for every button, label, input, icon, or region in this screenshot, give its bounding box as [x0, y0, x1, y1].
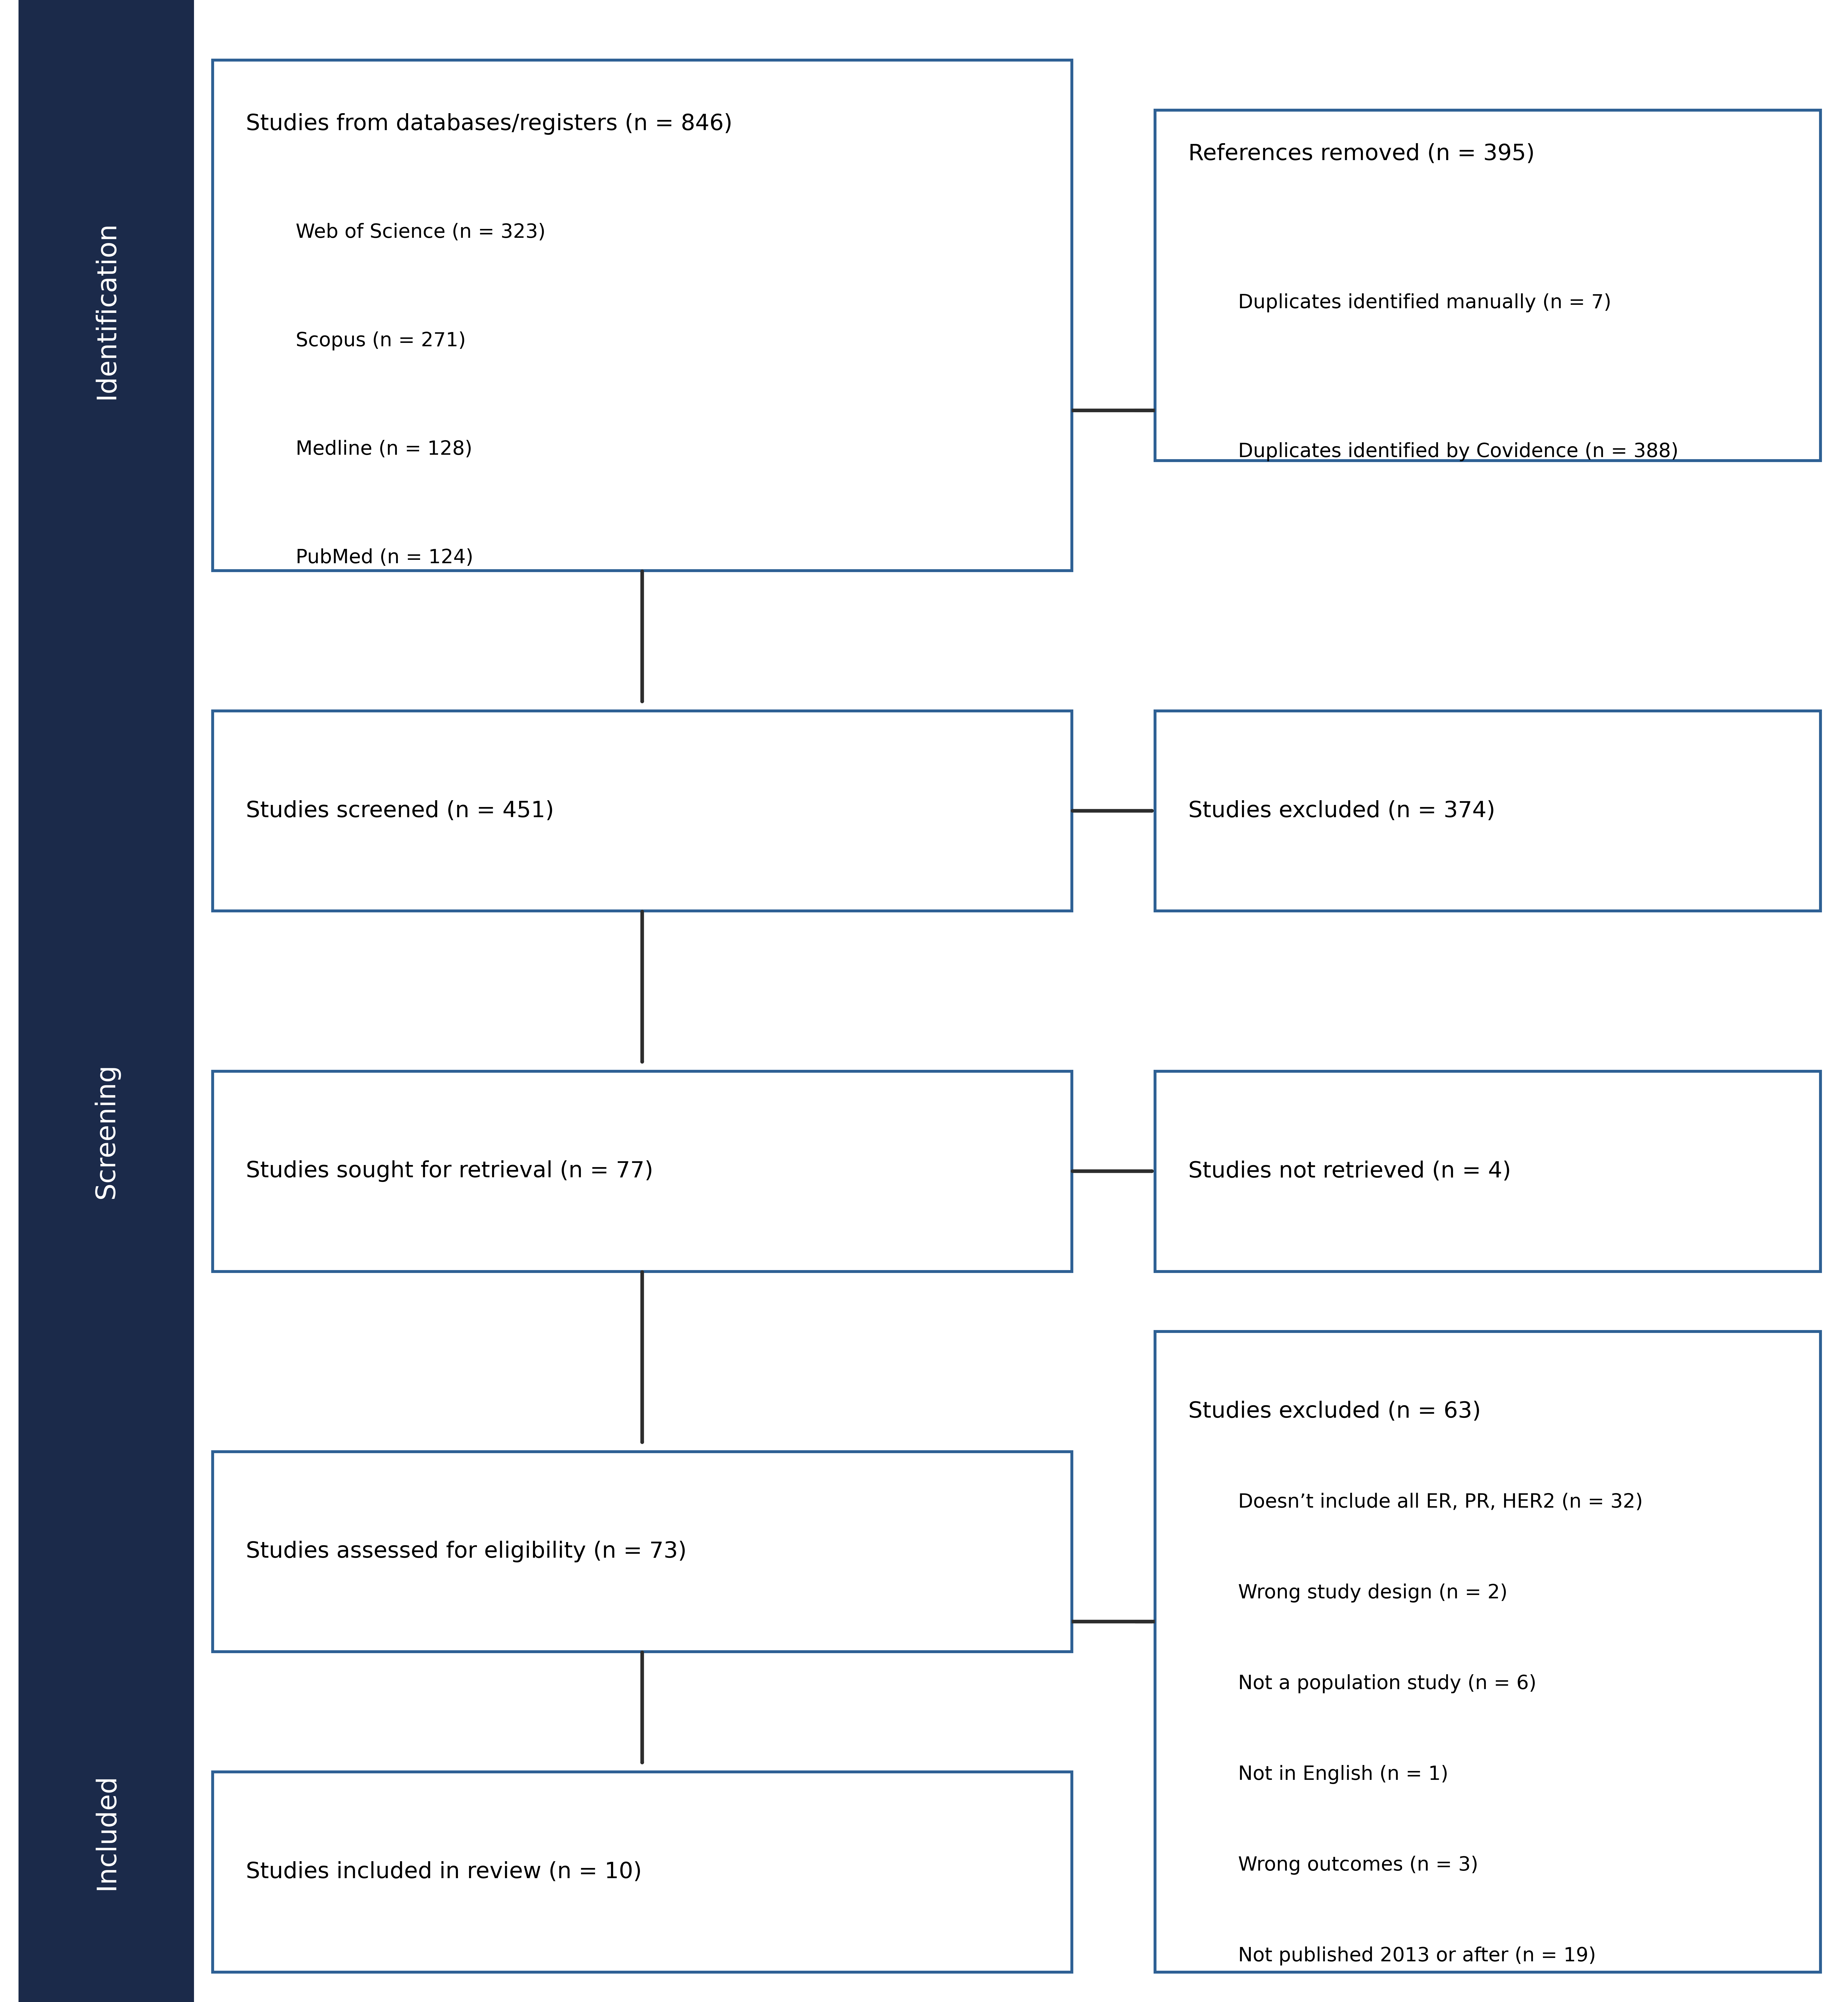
Bar	[213, 1451, 1072, 1652]
Text: Studies excluded (n = 63): Studies excluded (n = 63)	[1188, 1401, 1480, 1421]
Text: Doesn’t include all ER, PR, HER2 (n = 32): Doesn’t include all ER, PR, HER2 (n = 32…	[1238, 1493, 1643, 1512]
Text: Duplicates identified by Covidence (n = 388): Duplicates identified by Covidence (n = …	[1238, 442, 1678, 460]
Text: Studies not retrieved (n = 4): Studies not retrieved (n = 4)	[1188, 1161, 1512, 1181]
Text: Not a population study (n = 6): Not a population study (n = 6)	[1238, 1674, 1536, 1694]
Bar	[1155, 1331, 1820, 1972]
Text: Studies assessed for eligibility (n = 73): Studies assessed for eligibility (n = 73…	[246, 1542, 687, 1562]
Bar	[1155, 1071, 1820, 1271]
Text: Included: Included	[92, 1774, 120, 1890]
Text: Studies sought for retrieval (n = 77): Studies sought for retrieval (n = 77)	[246, 1161, 652, 1181]
Text: Web of Science (n = 323): Web of Science (n = 323)	[296, 222, 545, 242]
Bar	[1155, 110, 1820, 460]
Bar	[213, 711, 1072, 911]
Text: PubMed (n = 124): PubMed (n = 124)	[296, 549, 473, 567]
Bar	[213, 1772, 1072, 1972]
Bar	[18, 0, 194, 631]
Text: Studies screened (n = 451): Studies screened (n = 451)	[246, 801, 554, 821]
Bar	[213, 1071, 1072, 1271]
Text: Screening: Screening	[92, 1063, 120, 1199]
Text: References removed (n = 395): References removed (n = 395)	[1188, 142, 1534, 164]
Text: Studies included in review (n = 10): Studies included in review (n = 10)	[246, 1862, 641, 1882]
Text: Identification: Identification	[92, 222, 120, 398]
Text: Not published 2013 or after (n = 19): Not published 2013 or after (n = 19)	[1238, 1946, 1597, 1966]
Text: Studies from databases/registers (n = 846): Studies from databases/registers (n = 84…	[246, 112, 732, 134]
Text: Not in English (n = 1): Not in English (n = 1)	[1238, 1766, 1449, 1784]
Bar	[18, 1632, 194, 2002]
Text: Wrong study design (n = 2): Wrong study design (n = 2)	[1238, 1584, 1508, 1602]
Text: Duplicates identified manually (n = 7): Duplicates identified manually (n = 7)	[1238, 292, 1611, 312]
Bar	[1155, 711, 1820, 911]
Bar	[18, 631, 194, 1632]
Text: Wrong outcomes (n = 3): Wrong outcomes (n = 3)	[1238, 1856, 1478, 1874]
Text: Scopus (n = 271): Scopus (n = 271)	[296, 330, 466, 350]
Text: Studies excluded (n = 374): Studies excluded (n = 374)	[1188, 801, 1495, 821]
Bar	[213, 60, 1072, 571]
Text: Medline (n = 128): Medline (n = 128)	[296, 440, 473, 458]
